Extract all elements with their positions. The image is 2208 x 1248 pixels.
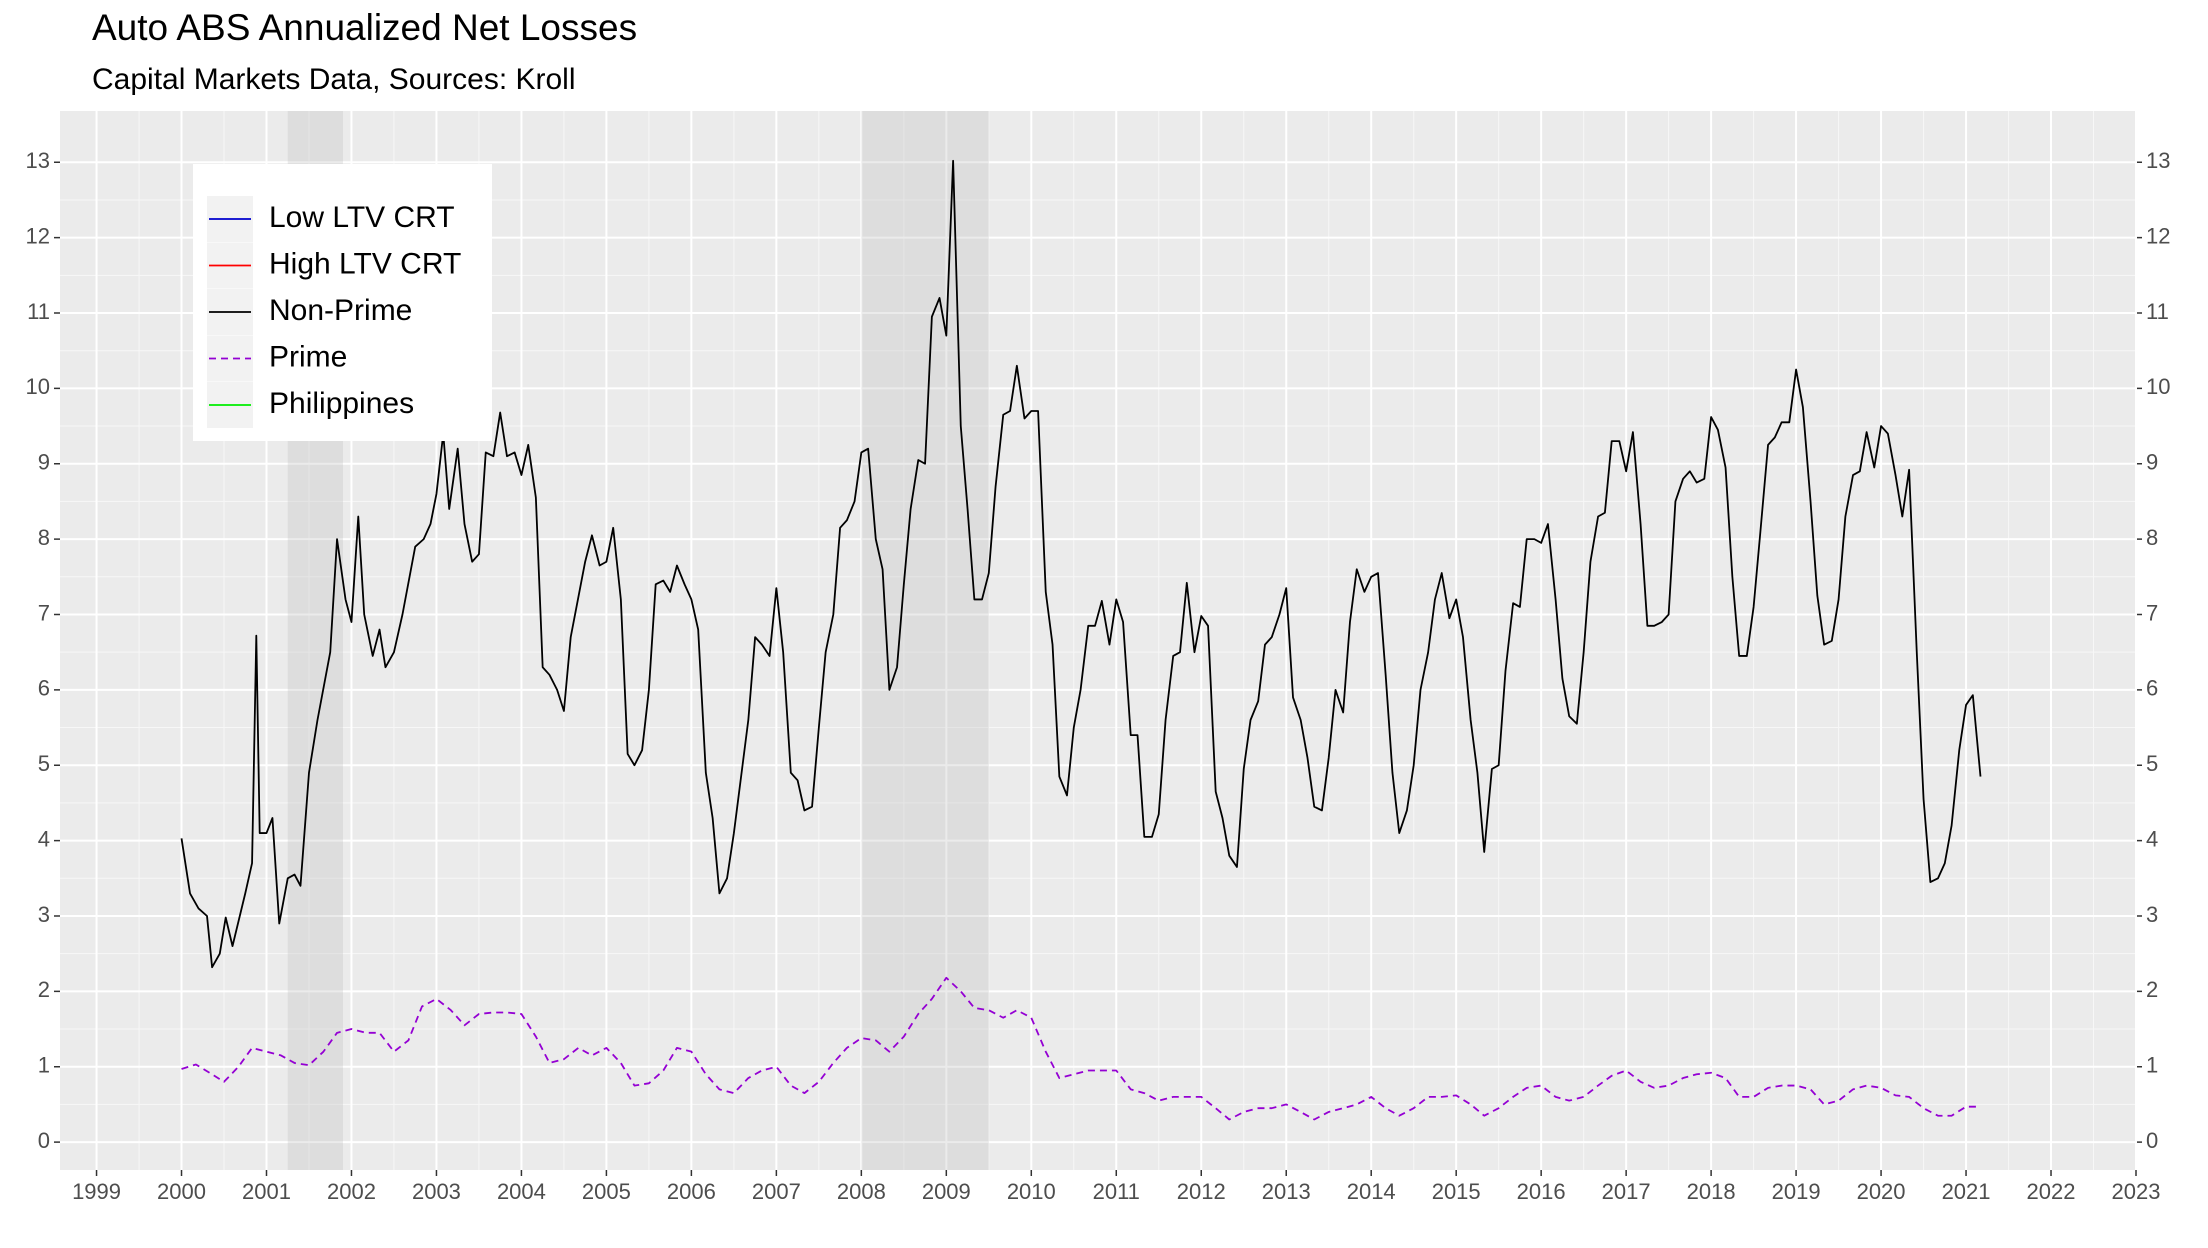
y-tick-label: 11 [27, 299, 50, 324]
chart-title: Auto ABS Annualized Net Losses [92, 7, 637, 48]
chart-subtitle: Capital Markets Data, Sources: Kroll [92, 63, 576, 96]
y2-tick-label: 7 [2146, 600, 2158, 625]
y2-tick-label: 6 [2146, 676, 2158, 701]
x-tick-label: 2021 [1942, 1179, 1991, 1204]
y2-tick-label: 12 [2146, 223, 2170, 248]
y-tick-label: 8 [38, 525, 50, 550]
y-tick-label: 10 [26, 374, 50, 399]
x-tick-label: 2006 [667, 1179, 716, 1204]
x-tick-label: 2009 [922, 1179, 971, 1204]
y-tick-label: 4 [38, 826, 50, 851]
y-tick-label: 9 [38, 450, 50, 475]
line-series [180, 159, 1982, 969]
y2-tick-label: 11 [2146, 299, 2169, 324]
x-tick-label: 2004 [497, 1179, 546, 1204]
x-tick-label: 2005 [582, 1179, 631, 1204]
y-tick-label: 0 [38, 1128, 50, 1153]
x-tick-label: 2001 [242, 1179, 291, 1204]
y2-tick-label: 10 [2146, 374, 2170, 399]
x-tick-label: 2018 [1687, 1179, 1736, 1204]
x-tick-label: 2003 [412, 1179, 461, 1204]
x-tick-label: 2022 [2027, 1179, 2076, 1204]
legend-label: Low LTV CRT [269, 201, 455, 234]
x-tick-label: 2010 [1007, 1179, 1056, 1204]
y2-tick-label: 2 [2146, 977, 2158, 1002]
y-tick-label: 7 [38, 600, 50, 625]
line-series [181, 976, 1981, 1121]
x-tick-label: 2012 [1177, 1179, 1226, 1204]
legend: Low LTV CRT High LTV CRT Non-Prime Prime Phi… [193, 164, 492, 441]
x-tick-label: 2013 [1262, 1179, 1311, 1204]
x-tick-label: 2007 [752, 1179, 801, 1204]
x-tick-label: 2017 [1602, 1179, 1651, 1204]
x-tick-label: 2000 [157, 1179, 206, 1204]
y2-tick-label: 13 [2146, 148, 2170, 173]
x-tick-label: 2023 [2112, 1179, 2161, 1204]
y2-tick-label: 9 [2146, 450, 2158, 475]
x-tick-label: 2020 [1857, 1179, 1906, 1204]
legend-label: High LTV CRT [269, 247, 461, 280]
x-tick-label: 2002 [327, 1179, 376, 1204]
y2-tick-label: 3 [2146, 902, 2158, 927]
y2-tick-label: 8 [2146, 525, 2158, 550]
y2-tick-label: 0 [2146, 1128, 2158, 1153]
y-tick-label: 2 [38, 977, 50, 1002]
y-tick-label: 3 [38, 902, 50, 927]
y2-tick-label: 1 [2146, 1053, 2158, 1078]
y2-tick-label: 4 [2146, 826, 2158, 851]
legend-label: Non-Prime [269, 294, 412, 327]
recession-shade [861, 111, 989, 1170]
y-tick-label: 1 [38, 1053, 50, 1078]
y-tick-label: 13 [26, 148, 50, 173]
legend-label: Philippines [269, 387, 414, 420]
x-tick-label: 2008 [837, 1179, 886, 1204]
legend-label: Prime [269, 340, 347, 373]
y-tick-label: 12 [26, 223, 50, 248]
x-tick-label: 2014 [1347, 1179, 1396, 1204]
x-tick-label: 2019 [1772, 1179, 1821, 1204]
y-tick-label: 6 [38, 676, 50, 701]
x-tick-label: 2011 [1093, 1179, 1140, 1204]
x-tick-label: 2015 [1432, 1179, 1481, 1204]
y2-tick-label: 5 [2146, 751, 2158, 776]
y-tick-label: 5 [38, 751, 50, 776]
x-tick-label: 2016 [1517, 1179, 1566, 1204]
x-tick-label: 1999 [72, 1179, 121, 1204]
